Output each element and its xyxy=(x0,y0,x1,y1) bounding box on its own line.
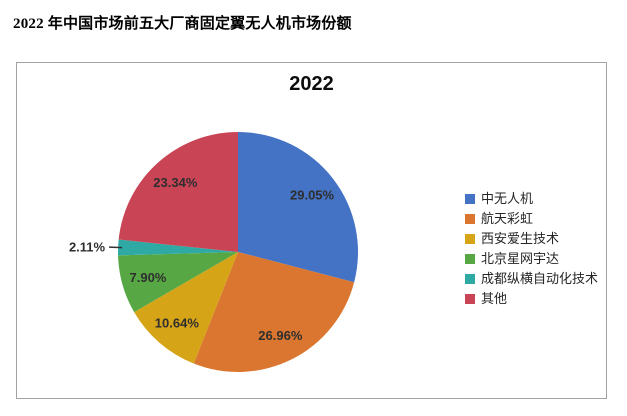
legend-swatch xyxy=(465,214,475,224)
legend-label: 中无人机 xyxy=(481,191,534,206)
legend-item: 其他 xyxy=(465,289,598,309)
chart-container: 29.05% 26.96% 10.64% 7.90% 2.11% 23.34% 2022 … xyxy=(16,62,607,399)
slice-value-label: 26.96% xyxy=(258,328,303,343)
legend-swatch xyxy=(465,254,475,264)
pie-slice xyxy=(134,252,238,364)
legend-label: 航天彩虹 xyxy=(481,211,534,226)
slice-value-label: 2.11% xyxy=(69,239,106,254)
legend-item: 北京星网宇达 xyxy=(465,249,598,269)
legend-item: 西安爱生技术 xyxy=(465,229,598,249)
chart-title: 2022 xyxy=(289,73,334,95)
legend-swatch xyxy=(465,194,475,204)
legend-label: 其他 xyxy=(481,291,508,306)
pie-slice xyxy=(118,239,238,256)
pie-slice xyxy=(238,132,359,283)
legend-label: 西安爱生技术 xyxy=(481,231,560,246)
legend-item: 成都纵横自动化技术 xyxy=(465,269,598,289)
page-title: 2022 年中国市场前五大厂商固定翼无人机市场份额 xyxy=(13,16,352,32)
legend-item: 中无人机 xyxy=(465,189,598,209)
legend: 中无人机航天彩虹西安爱生技术 北京星网宇达成都纵横自动化技术 其他 xyxy=(465,189,598,309)
slice-value-label: 10.64% xyxy=(155,315,200,330)
slice-value-label: 7.90% xyxy=(130,270,167,285)
legend-item: 航天彩虹 xyxy=(465,209,598,229)
legend-swatch xyxy=(465,234,475,244)
legend-label: 成都纵横自动化技术 xyxy=(481,271,599,286)
legend-swatch xyxy=(465,274,475,284)
legend-swatch xyxy=(465,294,475,304)
pie-slice xyxy=(118,252,238,313)
slice-value-label: 29.05% xyxy=(290,187,335,202)
pie-slice xyxy=(118,132,238,252)
slice-value-label: 23.34% xyxy=(153,175,198,190)
pie-chart: 29.05% 26.96% 10.64% 7.90% 2.11% 23.34% xyxy=(69,132,359,373)
legend-label: 北京星网宇达 xyxy=(481,251,560,266)
pie-slice xyxy=(193,252,355,373)
